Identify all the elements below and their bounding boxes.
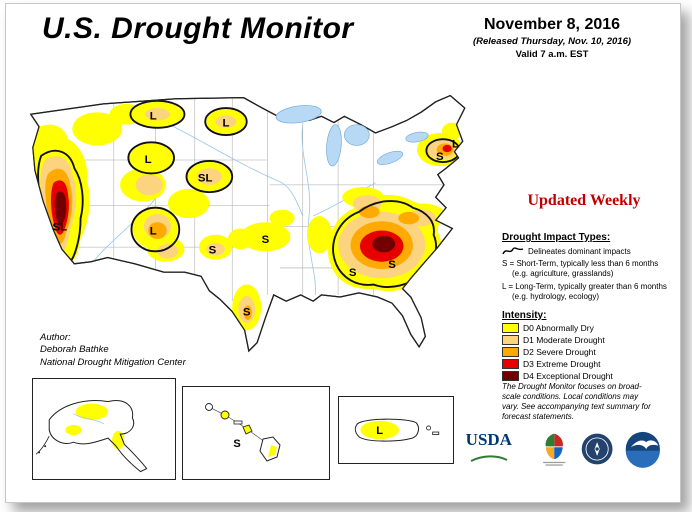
map-label-l: L bbox=[145, 154, 152, 166]
legend-item: D3 Extreme Drought bbox=[502, 359, 672, 369]
kauai-island bbox=[205, 403, 213, 411]
usda-logo: USDA bbox=[450, 430, 528, 468]
legend-label: D1 Moderate Drought bbox=[523, 335, 605, 345]
molokai-island bbox=[233, 420, 243, 425]
puerto-rico-drought-patch bbox=[360, 420, 400, 440]
short-term-definition: S = Short-Term, typically less than 6 mo… bbox=[502, 259, 659, 278]
map-label-s: S bbox=[388, 259, 396, 271]
map-label-l: L bbox=[150, 226, 157, 238]
drought-monitor-page: U.S. Drought Monitor November 8, 2016 (R… bbox=[5, 3, 681, 503]
puerto-rico-inset: L bbox=[338, 396, 454, 464]
puerto-rico-impact-label: L bbox=[376, 425, 383, 437]
oahu-island bbox=[220, 410, 230, 420]
legend-item: D2 Severe Drought bbox=[502, 347, 672, 357]
us-drought-map: L L L SL SL L S S S S S S L bbox=[10, 60, 498, 398]
alaska-outline bbox=[48, 400, 148, 473]
hawaii-impact-label: S bbox=[233, 438, 240, 450]
legend-item: D4 Exceptional Drought bbox=[502, 371, 672, 381]
maui-island bbox=[242, 424, 253, 435]
impact-types-heading: Drought Impact Types: bbox=[502, 232, 611, 243]
map-label-l: L bbox=[150, 110, 157, 122]
map-label-s: S bbox=[349, 267, 357, 279]
commerce-logo bbox=[581, 433, 613, 465]
intensity-heading: Intensity: bbox=[502, 310, 547, 321]
delineation-squiggle-icon bbox=[502, 247, 524, 255]
alaska-inset bbox=[32, 378, 176, 480]
hawaii-inset: S bbox=[182, 386, 330, 480]
legend-swatch-d4 bbox=[502, 371, 519, 381]
map-label-l: L bbox=[452, 138, 459, 150]
map-label-s: S bbox=[436, 151, 444, 163]
map-label-s: S bbox=[209, 244, 217, 256]
ndmc-logo bbox=[542, 433, 566, 466]
map-label-s: S bbox=[243, 307, 251, 319]
legend-swatch-d2 bbox=[502, 347, 519, 357]
culebra-island bbox=[426, 425, 432, 431]
hawaii-map-svg: S bbox=[205, 403, 281, 462]
legend-item: D0 Abnormally Dry bbox=[502, 323, 672, 333]
author-label: Author: bbox=[40, 332, 71, 343]
delineates-text: Delineates dominant impacts bbox=[528, 246, 631, 256]
legend-label: D0 Abnormally Dry bbox=[523, 323, 594, 333]
legend-swatch-d1 bbox=[502, 335, 519, 345]
legend-label: D4 Exceptional Drought bbox=[523, 371, 613, 381]
alaska-map-svg bbox=[35, 400, 148, 473]
report-date: November 8, 2016 bbox=[483, 16, 621, 33]
us-outline-top bbox=[29, 94, 466, 353]
legend-swatch-d3 bbox=[502, 359, 519, 369]
updated-weekly-note: Updated Weekly bbox=[527, 192, 641, 209]
author-name: Deborah Bathke bbox=[40, 344, 109, 356]
big-island-drought-patch bbox=[268, 445, 277, 457]
legend-label: D3 Extreme Drought bbox=[523, 359, 601, 369]
disclaimer-text: The Drought Monitor focuses on broad-sca… bbox=[502, 382, 651, 421]
legend-item: D1 Moderate Drought bbox=[502, 335, 672, 345]
long-term-definition: L = Long-Term, typically greater than 6 … bbox=[502, 282, 667, 301]
date-block: November 8, 2016 (Released Thursday, Nov… bbox=[442, 16, 662, 60]
usda-logo-text: USDA bbox=[465, 430, 512, 449]
legend-swatch-d0 bbox=[502, 323, 519, 333]
usda-swoosh-icon bbox=[470, 455, 508, 462]
page-title: U.S. Drought Monitor bbox=[42, 12, 354, 45]
map-label-sl: SL bbox=[53, 222, 68, 234]
valid-time: Valid 7 a.m. EST bbox=[515, 49, 589, 60]
legend-label: D2 Severe Drought bbox=[523, 347, 596, 357]
map-label-sl: SL bbox=[198, 173, 213, 185]
author-org: National Drought Mitigation Center bbox=[40, 356, 186, 368]
vieques-island bbox=[432, 431, 440, 435]
great-lakes bbox=[275, 105, 429, 167]
alaska-river bbox=[73, 413, 105, 425]
impact-types-section: Drought Impact Types: Delineates dominan… bbox=[502, 232, 672, 302]
map-label-l: L bbox=[222, 118, 229, 130]
aleutian-islands bbox=[35, 435, 50, 455]
map-label-s: S bbox=[262, 234, 270, 246]
drought-d4-layer bbox=[54, 191, 396, 253]
author-block: Author: Deborah Bathke National Drought … bbox=[40, 332, 186, 369]
agency-logos: USDA bbox=[450, 418, 662, 480]
noaa-logo bbox=[626, 431, 661, 468]
puerto-rico-map-svg: L bbox=[354, 418, 440, 442]
impact-delineation-outlines bbox=[37, 99, 461, 288]
intensity-legend: Intensity: D0 Abnormally Dry D1 Moderate… bbox=[502, 310, 672, 381]
release-date: (Released Thursday, Nov. 10, 2016) bbox=[472, 36, 632, 47]
